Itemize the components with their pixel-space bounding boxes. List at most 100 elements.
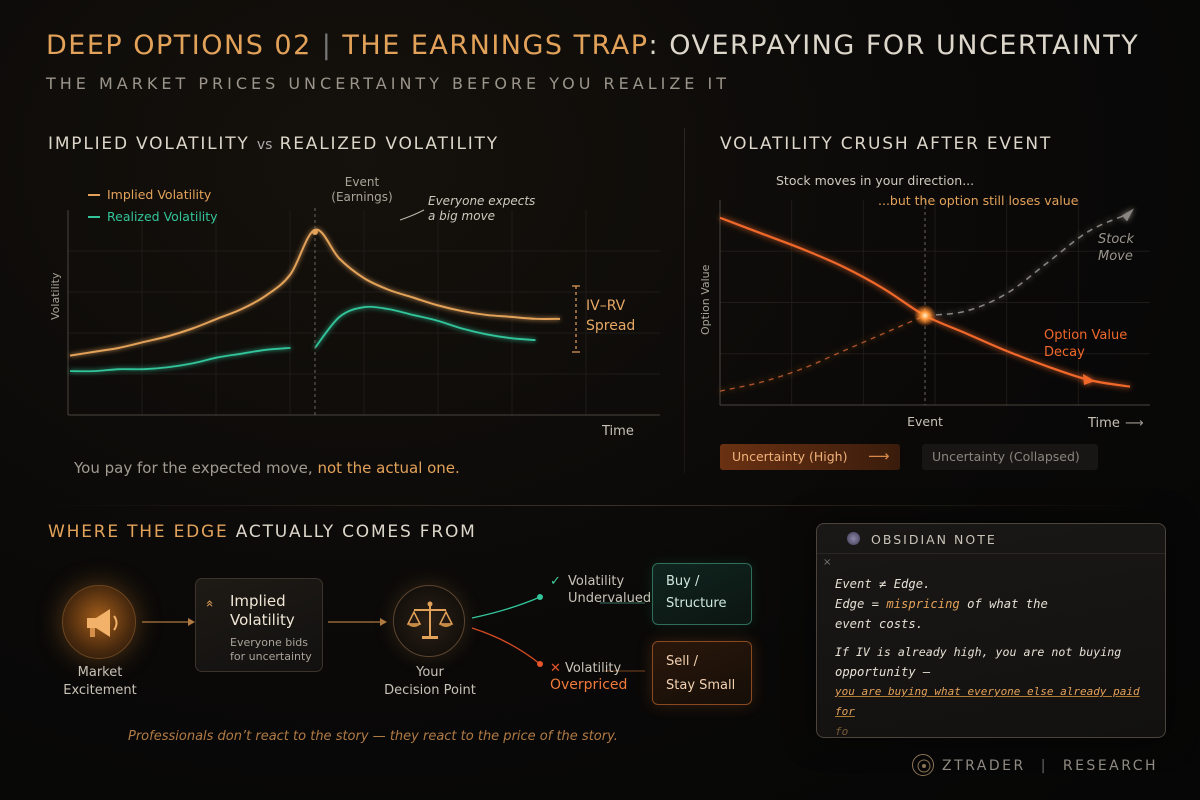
over-label-1: Volatility bbox=[565, 661, 622, 676]
spread-label-2: Spread bbox=[586, 318, 635, 334]
decision-point-node bbox=[393, 585, 465, 657]
chevron-up-icon: » bbox=[202, 599, 218, 608]
caption-highlight: not the actual one. bbox=[317, 459, 460, 477]
page-title: DEEP OPTIONS 02 | THE EARNINGS TRAP: OVERP… bbox=[46, 30, 1139, 61]
under-label-1: Volatility bbox=[568, 574, 625, 589]
title-topic-rest: : OVERPAYING FOR UNCERTAINTY bbox=[648, 30, 1140, 61]
y-axis-label: Volatility bbox=[49, 272, 62, 320]
brand-sep: | bbox=[1040, 758, 1048, 774]
market-excitement-label: Market Excitement bbox=[52, 664, 148, 700]
left-caption: You pay for the expected move, not the a… bbox=[74, 459, 460, 477]
decision-label-2: Decision Point bbox=[384, 683, 476, 698]
uncertainty-arrow-icon: ⟶ bbox=[868, 447, 890, 465]
expect-note-2: a big move bbox=[428, 209, 495, 223]
market-label-1: Market bbox=[77, 665, 123, 680]
branch-up-dot bbox=[537, 594, 543, 600]
buy-structure-card: Buy / Structure bbox=[652, 563, 752, 625]
flow-arrow-2-head bbox=[380, 618, 387, 626]
edge-flow-connectors bbox=[142, 594, 645, 672]
title-separator: | bbox=[321, 30, 333, 61]
title-topic: THE EARNINGS TRAP bbox=[342, 30, 649, 61]
volatility-overpriced: ✕ Volatility Overpriced bbox=[550, 660, 627, 694]
stock-arrow-head bbox=[1122, 208, 1134, 222]
note-line-3: event costs. bbox=[835, 617, 924, 631]
series-line-stock-move bbox=[924, 212, 1131, 317]
legend-rv: Realized Volatility bbox=[107, 209, 218, 224]
x-axis-label: Time bbox=[601, 424, 634, 439]
note-body: Event ≠ Edge. Edge = mispricing of what … bbox=[835, 574, 1165, 737]
series-line-realized-volatility bbox=[314, 305, 536, 349]
event-axis-label: Event bbox=[907, 414, 943, 429]
uncertainty-high-badge: Uncertainty (High) bbox=[720, 444, 900, 470]
decision-point-label: Your Decision Point bbox=[368, 664, 492, 700]
implied-volatility-card bbox=[195, 578, 323, 672]
implied-volatility-sub: Everyone bids for uncertainty bbox=[230, 636, 312, 664]
iv-rv-grid bbox=[68, 210, 660, 415]
note-line-2: Edge = mispricing of what the bbox=[835, 594, 1165, 614]
edge-section-title: WHERE THE EDGE ACTUALLY COMES FROM bbox=[48, 522, 477, 542]
x-axis-label-2: Time bbox=[1087, 416, 1120, 431]
stock-note: Stock moves in your direction... bbox=[776, 173, 974, 188]
note-line-2c: of what the bbox=[959, 597, 1048, 611]
check-icon: ✓ bbox=[550, 574, 561, 589]
branch-up bbox=[471, 596, 541, 619]
uncertainty-low-badge: Uncertainty (Collapsed) bbox=[922, 444, 1098, 470]
brand-division: RESEARCH bbox=[1062, 758, 1159, 774]
market-label-2: Excitement bbox=[63, 683, 137, 698]
iv-rv-chart: Event (Earnings) Everyone expects a big … bbox=[49, 175, 660, 439]
edge-title-a: WHERE THE EDGE bbox=[48, 522, 229, 542]
event-dot bbox=[312, 229, 318, 235]
note-line-4: If IV is already high, you are not buyin… bbox=[835, 645, 1122, 659]
stock-move-label: Stock bbox=[1098, 232, 1134, 247]
edge-title-b: ACTUALLY COMES FROM bbox=[235, 522, 477, 542]
ztrader-logo-icon bbox=[912, 754, 934, 776]
iv-title-1: Implied bbox=[230, 592, 286, 610]
series-line-realized-volatility bbox=[69, 346, 291, 373]
under-label-2: Undervalued bbox=[568, 591, 652, 606]
decay-arrow-head bbox=[1083, 374, 1095, 385]
scale-icon bbox=[406, 601, 454, 639]
event-label: Event bbox=[345, 175, 380, 189]
left-title-b: REALIZED VOLATILITY bbox=[279, 134, 499, 154]
buy-label-2: Structure bbox=[666, 596, 727, 611]
time-arrow-icon: ⟶ bbox=[1125, 416, 1144, 431]
expect-note: Everyone expects bbox=[428, 194, 535, 208]
caption-main: You pay for the expected move, bbox=[74, 459, 313, 477]
sell-label-1: Sell / bbox=[666, 654, 698, 669]
sell-label-2: Stay Small bbox=[666, 678, 736, 693]
note-line-6: you are buying what everyone else alread… bbox=[835, 685, 1140, 718]
note-line-5: opportunity — bbox=[835, 665, 931, 679]
event-label-2: (Earnings) bbox=[331, 190, 392, 204]
x-mark-icon: ✕ bbox=[550, 661, 561, 676]
buy-label-1: Buy / bbox=[666, 574, 700, 589]
panel-divider bbox=[684, 128, 685, 473]
iv-title-2: Volatility bbox=[230, 611, 295, 629]
spread-label: IV–RV bbox=[586, 298, 626, 314]
title-series: DEEP OPTIONS 02 bbox=[46, 30, 312, 61]
note-header-label: OBSIDIAN NOTE bbox=[871, 532, 997, 547]
note-line-2b: mispricing bbox=[886, 597, 960, 611]
flow-arrow-1-head bbox=[188, 618, 195, 626]
decay-label: Option Value bbox=[1044, 328, 1127, 343]
left-title-a: IMPLIED VOLATILITY bbox=[48, 134, 250, 154]
iv-sub-1: Everyone bids bbox=[230, 636, 308, 649]
y-axis-label-2: Option Value bbox=[699, 264, 712, 335]
option-note: ...but the option still loses value bbox=[878, 193, 1079, 208]
note-header: OBSIDIAN NOTE bbox=[817, 524, 1165, 554]
uncertainty-low-text: Uncertainty (Collapsed) bbox=[932, 449, 1080, 464]
volatility-undervalued: ✓ Volatility Undervalued bbox=[550, 573, 652, 607]
right-panel-title: VOLATILITY CRUSH AFTER EVENT bbox=[720, 134, 1053, 154]
note-line-1: Event ≠ Edge. bbox=[835, 577, 931, 591]
page-subtitle: THE MARKET PRICES UNCERTAINTY BEFORE YOU… bbox=[46, 74, 730, 93]
obsidian-note-panel: OBSIDIAN NOTE × Event ≠ Edge. Edge = mis… bbox=[816, 523, 1166, 738]
branch-down-dot bbox=[537, 661, 543, 667]
close-icon[interactable]: × bbox=[823, 557, 832, 568]
market-excitement-node bbox=[62, 585, 136, 659]
expect-arrow-icon bbox=[399, 209, 425, 221]
megaphone-icon bbox=[87, 609, 118, 637]
stock-move-label-2: Move bbox=[1098, 249, 1133, 264]
note-line-2a: Edge = bbox=[835, 597, 887, 611]
decay-label-2: Decay bbox=[1044, 345, 1085, 360]
vol-crush-chart: Stock moves in your direction... ...but … bbox=[699, 173, 1150, 431]
uncertainty-high-text: Uncertainty (High) bbox=[732, 449, 848, 464]
